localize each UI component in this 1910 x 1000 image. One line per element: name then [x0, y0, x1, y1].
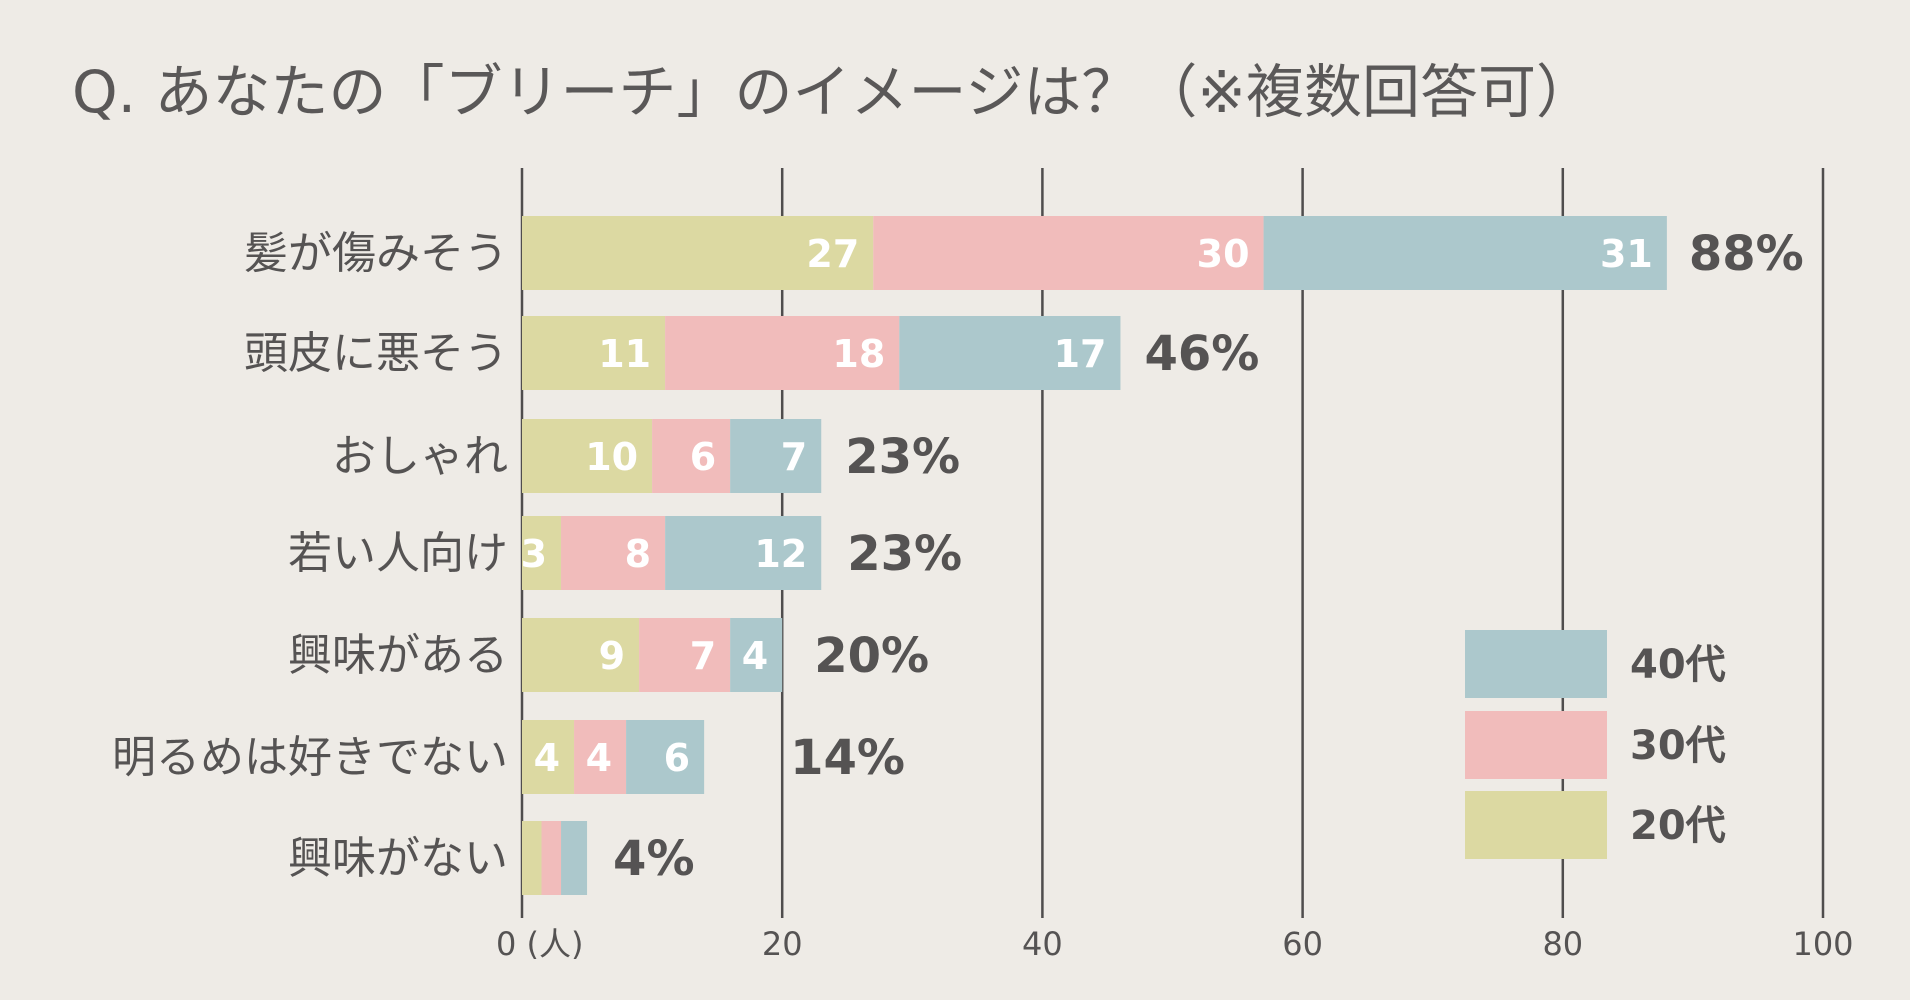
bar-value-label: 17	[1054, 332, 1107, 376]
bar-segment-40代	[730, 419, 822, 493]
percentage-label: 23%	[847, 526, 962, 582]
bars-layer: 27 30 31 88%11 18 17 46%10 6 7 23%3 8 12 23%9 7 4 20%4 4…	[521, 216, 1804, 895]
legend: 40代 30代 20代	[1465, 630, 1726, 859]
bar-value-label: 4	[742, 634, 768, 678]
percentage-label: 4%	[613, 831, 695, 887]
legend-swatch-20代	[1465, 791, 1607, 859]
bar-segment-30代	[652, 419, 731, 493]
category-label: おしゃれ	[332, 431, 508, 482]
bar-segment-40代	[665, 516, 822, 590]
bar-value-label: 9	[599, 634, 625, 678]
bar-segment-20代	[522, 821, 542, 895]
legend-swatch-30代	[1465, 711, 1607, 779]
bar-segment-40代	[626, 720, 705, 794]
category-label: 興味がない	[288, 833, 508, 884]
bar-value-label: 12	[754, 532, 807, 576]
bar-value-label: 6	[664, 736, 690, 780]
category-label: 髪が傷みそう	[244, 228, 508, 279]
category-label: 明るめは好きでない	[112, 732, 508, 783]
bar-value-label: 30	[1197, 232, 1250, 276]
bar-value-label: 7	[690, 634, 716, 678]
bar-segment-20代	[522, 720, 575, 794]
bar-segment-20代	[522, 216, 874, 290]
bar-segment-20代	[522, 316, 666, 390]
bar-segment-40代	[730, 618, 783, 692]
percentage-label: 46%	[1144, 326, 1259, 382]
bar-value-label: 3	[521, 532, 547, 576]
bar-value-label: 27	[806, 232, 859, 276]
x-tick-label-100: 100	[1792, 925, 1853, 963]
bar-segment-40代	[899, 316, 1121, 390]
legend-label-20代: 20代	[1630, 803, 1726, 849]
legend-label-40代: 40代	[1630, 642, 1726, 688]
bar-value-label: 11	[598, 332, 651, 376]
bar-segment-30代	[541, 821, 562, 895]
category-label: 興味がある	[288, 630, 508, 681]
bar-segment-40代	[1263, 216, 1667, 290]
bar-value-label: 6	[690, 435, 716, 479]
legend-swatch-40代	[1465, 630, 1607, 698]
percentage-label: 88%	[1689, 226, 1804, 282]
bar-value-label: 7	[781, 435, 807, 479]
chart-title: Q. あなたの「ブリーチ」のイメージは？（※複数回答可）	[72, 58, 1594, 126]
bar-segment-20代	[522, 419, 653, 493]
bar-segment-20代	[522, 516, 562, 590]
category-label: 頭皮に悪そう	[244, 328, 508, 379]
bar-value-label: 8	[625, 532, 651, 576]
category-label: 若い人向け	[288, 528, 508, 579]
percentage-label: 14%	[790, 730, 905, 786]
bar-segment-30代	[574, 720, 627, 794]
x-tick-label-40: 40	[1022, 925, 1063, 963]
bar-segment-30代	[561, 516, 666, 590]
bar-segment-40代	[561, 821, 588, 895]
percentage-label: 20%	[814, 628, 929, 684]
bar-value-label: 4	[586, 736, 612, 780]
bar-segment-30代	[639, 618, 731, 692]
bar-segment-30代	[873, 216, 1264, 290]
bar-value-label: 18	[832, 332, 885, 376]
bar-segment-20代	[522, 618, 640, 692]
bar-value-label: 10	[585, 435, 638, 479]
x-tick-label-20: 20	[762, 925, 803, 963]
x-axis-ticks: 0 (人) 20 40 60 80 100	[496, 925, 1854, 963]
x-tick-label-80: 80	[1542, 925, 1583, 963]
legend-label-30代: 30代	[1630, 723, 1726, 769]
bar-value-label: 4	[534, 736, 560, 780]
percentage-label: 23%	[845, 429, 960, 485]
bar-value-label: 31	[1600, 232, 1653, 276]
bar-segment-30代	[665, 316, 900, 390]
x-tick-label-60: 60	[1282, 925, 1323, 963]
x-tick-label-0: 0 (人)	[496, 925, 584, 963]
